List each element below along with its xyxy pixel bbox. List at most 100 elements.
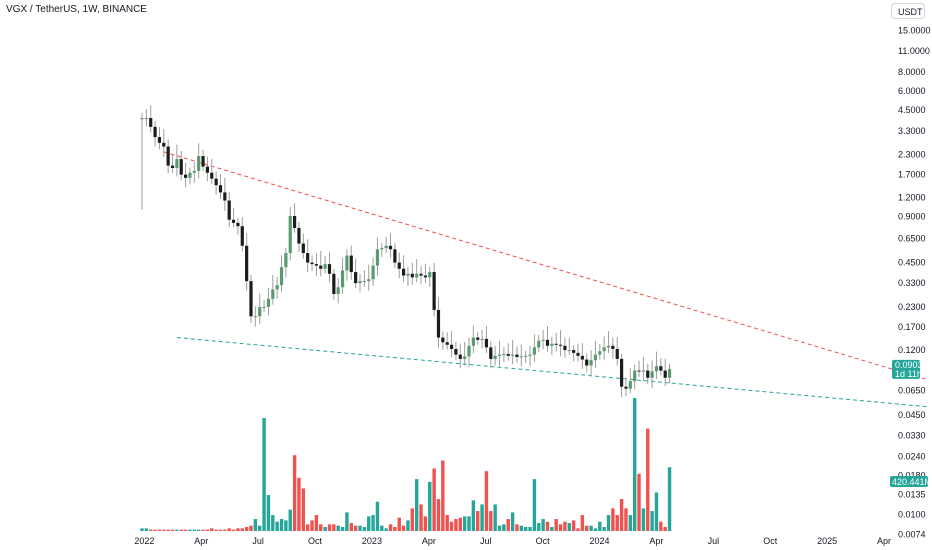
candle-body bbox=[380, 248, 384, 250]
chart-title: VGX / TetherUS, 1W, BINANCE bbox=[6, 4, 147, 15]
volume-bar bbox=[140, 528, 144, 531]
candle-body bbox=[650, 371, 654, 378]
volume-bar bbox=[297, 477, 301, 531]
candle-body bbox=[572, 350, 576, 353]
candle-body bbox=[471, 337, 475, 346]
volume-bar bbox=[367, 516, 371, 531]
time-tick-label: Jul bbox=[708, 536, 720, 546]
volume-bar bbox=[244, 527, 249, 531]
volume-bar bbox=[454, 519, 458, 531]
candle-body bbox=[515, 354, 519, 358]
volume-bar bbox=[397, 517, 401, 531]
candle-body bbox=[423, 275, 427, 278]
volume-bar bbox=[288, 509, 292, 531]
last-price-label: 0.0903 bbox=[895, 360, 923, 370]
volume-bar bbox=[336, 525, 340, 531]
time-tick-label: 2023 bbox=[362, 536, 382, 546]
candle-body bbox=[340, 270, 345, 288]
candle-body bbox=[550, 343, 554, 346]
volume-bar bbox=[637, 473, 641, 531]
volume-bar bbox=[663, 527, 667, 531]
volume-bar bbox=[632, 398, 637, 531]
candle-body bbox=[188, 172, 192, 178]
price-axis[interactable]: 15.0000 11.0000 8.0000 6.0000 4.5000 3.3000 2.… bbox=[898, 26, 931, 540]
volume-bar bbox=[388, 524, 393, 531]
candle-body bbox=[637, 370, 641, 372]
candle-body bbox=[519, 356, 523, 358]
volume-bar bbox=[585, 525, 589, 531]
time-axis[interactable]: 2022 Apr Jul Oct 2023 Apr Jul Oct 2024 Apr Jul Oct 2… bbox=[134, 536, 891, 546]
candle-body bbox=[406, 273, 410, 276]
candle-body bbox=[545, 339, 550, 346]
price-tick-label: 0.1200 bbox=[898, 345, 926, 355]
candle-body bbox=[493, 355, 497, 359]
candle-body bbox=[175, 159, 179, 168]
volume-bar bbox=[545, 521, 550, 531]
volume-bar bbox=[410, 508, 415, 531]
volume-bar bbox=[641, 508, 646, 531]
candle-body bbox=[166, 146, 170, 166]
volume-bar bbox=[188, 529, 192, 531]
volume-bar bbox=[332, 524, 336, 531]
candle-body bbox=[484, 338, 489, 348]
volume-bar bbox=[554, 519, 558, 531]
volume-bar bbox=[236, 528, 240, 531]
price-tick-label: 0.0100 bbox=[898, 509, 926, 519]
volume-bar bbox=[162, 529, 166, 531]
candle-body bbox=[306, 253, 310, 263]
price-tick-label: 11.0000 bbox=[898, 46, 930, 56]
volume-bar bbox=[515, 524, 519, 531]
volume-bar bbox=[493, 504, 497, 531]
candle-body bbox=[428, 272, 432, 278]
volume-bar bbox=[393, 527, 397, 531]
volume-bar bbox=[401, 525, 406, 531]
volume-bar bbox=[563, 521, 567, 531]
candle-body bbox=[528, 354, 532, 356]
volume-bar bbox=[523, 527, 528, 531]
volume-bar bbox=[458, 517, 462, 531]
candle-body bbox=[449, 344, 454, 349]
candle-body bbox=[463, 356, 467, 359]
volume-bar bbox=[380, 525, 384, 531]
volume-tag bbox=[890, 476, 928, 487]
candle-body bbox=[153, 126, 157, 138]
candle-body bbox=[589, 360, 593, 366]
price-tick-label: 1.2000 bbox=[898, 193, 926, 203]
candle-body bbox=[541, 339, 545, 341]
volume-bar bbox=[310, 520, 314, 531]
price-tick-label: 15.0000 bbox=[898, 26, 931, 36]
candle-body bbox=[646, 370, 650, 378]
candle-body bbox=[454, 348, 458, 355]
candle-body bbox=[502, 354, 506, 356]
volume-bar bbox=[240, 528, 244, 531]
volume-bar bbox=[449, 521, 454, 531]
candle-body bbox=[327, 264, 332, 274]
candle-body bbox=[162, 142, 166, 147]
volume-bar bbox=[519, 525, 524, 531]
price-tick-label: 0.9000 bbox=[898, 212, 926, 222]
candle-body bbox=[184, 174, 188, 178]
currency-selector[interactable]: USDT bbox=[891, 3, 925, 19]
volume-bar bbox=[406, 520, 410, 531]
volume-bar bbox=[253, 519, 258, 531]
volume-bar bbox=[227, 528, 231, 531]
candle-body bbox=[297, 227, 301, 244]
candle-body bbox=[506, 354, 510, 356]
volume-bar bbox=[214, 529, 218, 531]
volume-bar bbox=[510, 512, 515, 531]
volume-bar bbox=[284, 520, 288, 531]
time-tick-label: 2025 bbox=[817, 536, 837, 546]
volume-bar bbox=[506, 519, 510, 531]
volume-bar bbox=[441, 460, 445, 531]
volume-bar bbox=[428, 481, 432, 531]
candle-body bbox=[593, 354, 598, 361]
price-tick-label: 0.0330 bbox=[898, 430, 926, 440]
candle-body bbox=[458, 354, 462, 359]
volume-bar bbox=[179, 529, 183, 531]
price-tick-label: 0.0450 bbox=[898, 410, 926, 420]
candle-body bbox=[149, 118, 153, 127]
candle-body bbox=[576, 352, 580, 356]
candle-body bbox=[210, 172, 214, 179]
volume-bar bbox=[305, 524, 310, 531]
